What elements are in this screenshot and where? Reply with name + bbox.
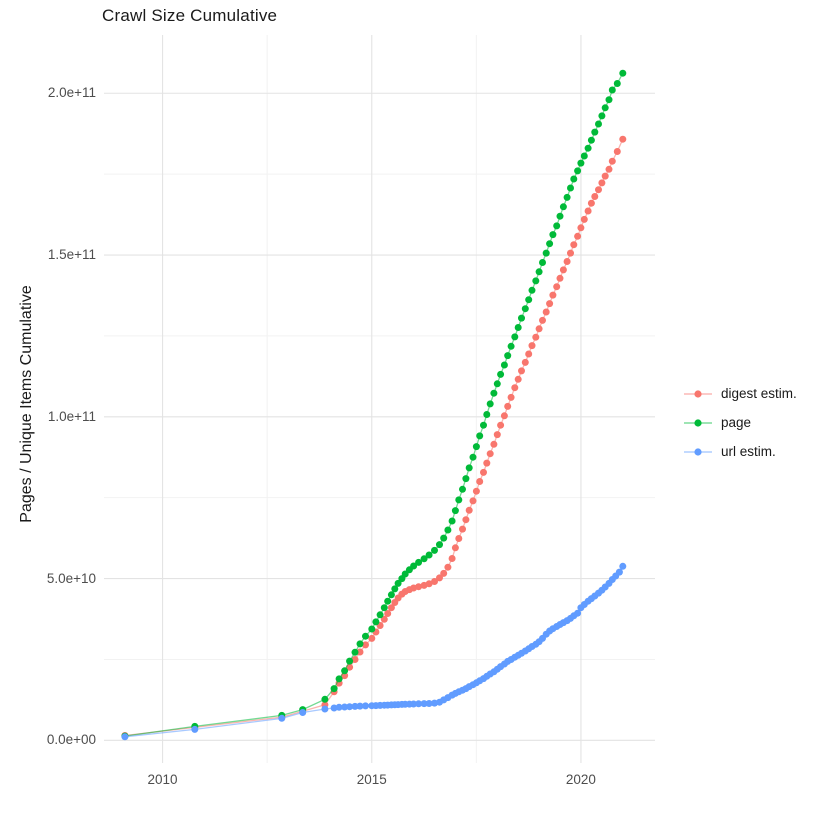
series-points-page bbox=[121, 69, 627, 740]
legend-label-url-estim: url estim. bbox=[721, 444, 776, 459]
x-tick-label: 2010 bbox=[147, 772, 178, 787]
series-line-digest-estim bbox=[124, 138, 624, 737]
legend-key-url-estim bbox=[684, 447, 712, 456]
legend-label-digest-estim: digest estim. bbox=[721, 386, 797, 401]
grid-minor bbox=[104, 35, 655, 763]
legend: digest estim. page url estim. bbox=[683, 379, 797, 466]
legend-item-url-estim: url estim. bbox=[683, 437, 797, 466]
legend-key-digest-estim bbox=[684, 389, 712, 398]
y-tick-label: 0.0e+00 bbox=[46, 732, 96, 748]
series-line-url-estim bbox=[124, 565, 624, 738]
y-tick-label: 5.0e+10 bbox=[46, 570, 96, 586]
series-points-url-estim bbox=[121, 562, 627, 741]
chart-title: Crawl Size Cumulative bbox=[102, 6, 278, 25]
x-tick-label: 2015 bbox=[356, 772, 387, 787]
grid-major bbox=[104, 35, 655, 763]
legend-label-page: page bbox=[721, 415, 752, 430]
series-points-digest-estim bbox=[121, 135, 627, 739]
y-tick-label: 2.0e+11 bbox=[47, 85, 96, 101]
y-tick-label: 1.0e+11 bbox=[47, 408, 96, 424]
y-tick-label: 1.5e+11 bbox=[47, 247, 96, 263]
legend-key-page bbox=[684, 418, 712, 427]
legend-item-page: page bbox=[683, 408, 797, 437]
legend-item-digest-estim: digest estim. bbox=[683, 379, 797, 408]
x-tick-label: 2020 bbox=[565, 772, 596, 787]
